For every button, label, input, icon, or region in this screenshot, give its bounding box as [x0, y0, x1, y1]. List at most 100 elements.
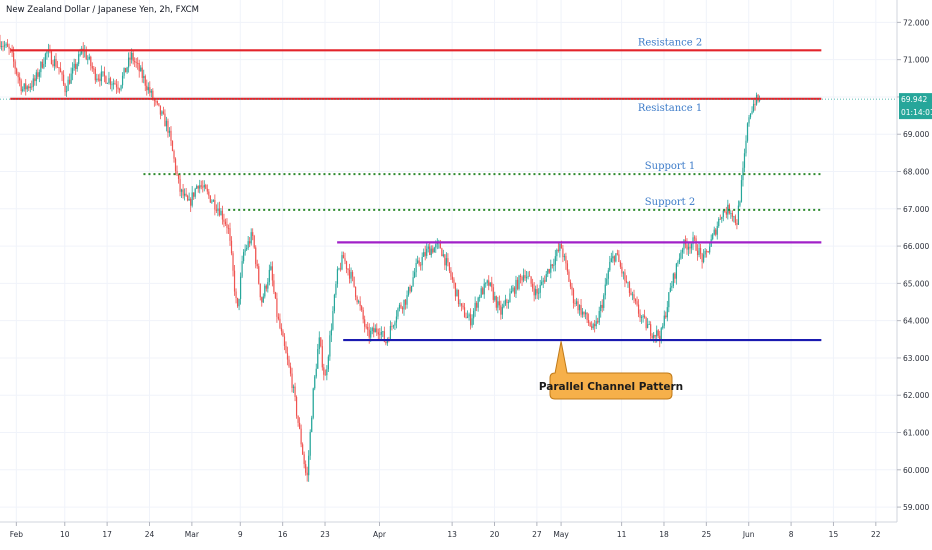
- candle-body: [351, 272, 354, 277]
- candle-body: [627, 282, 629, 284]
- price-axis[interactable]: 59.000 60.000 61.000 62.000 63.000 64.000 65.0…: [897, 18, 929, 512]
- candle-body: [397, 308, 399, 317]
- candle-body: [132, 52, 134, 62]
- candle-body: [323, 367, 325, 375]
- candle-body: [742, 167, 744, 181]
- candle-body: [716, 226, 718, 235]
- candle-body: [268, 269, 270, 283]
- candle-body: [739, 201, 741, 206]
- price-tick-label: 72.000: [903, 18, 929, 27]
- candle-body: [38, 72, 40, 77]
- candle-body: [99, 78, 101, 82]
- candle-body: [53, 59, 56, 66]
- candle-body: [362, 309, 364, 320]
- candle-body: [221, 210, 224, 220]
- candle-body: [326, 369, 328, 376]
- candle-body: [666, 307, 668, 318]
- candle-body: [482, 288, 484, 295]
- candle-body: [32, 78, 34, 87]
- candle-body: [114, 83, 116, 85]
- candle-body: [131, 52, 133, 60]
- candle-body: [124, 67, 127, 73]
- candle-body: [13, 52, 15, 62]
- candle-body: [457, 289, 460, 304]
- candle-body: [23, 83, 25, 90]
- candle-body: [473, 310, 475, 319]
- candle-body: [358, 301, 360, 303]
- candle-body: [311, 417, 313, 433]
- candle-body: [683, 239, 685, 250]
- candle-body: [31, 86, 33, 88]
- candle-body: [693, 237, 696, 239]
- candle-body: [100, 71, 102, 82]
- candle-body: [631, 294, 634, 296]
- candle-body: [214, 200, 216, 210]
- candle-body: [238, 298, 240, 307]
- candle-body: [135, 62, 137, 63]
- candle-body: [559, 244, 561, 251]
- candle-body: [401, 307, 404, 310]
- time-tick-label: Jun: [742, 530, 755, 539]
- candle-body: [62, 74, 65, 85]
- candle-body: [465, 317, 467, 318]
- candle-body: [544, 280, 546, 282]
- candle-body: [19, 77, 21, 81]
- candle-body: [588, 319, 590, 324]
- candle-body: [361, 306, 363, 310]
- candle-body: [314, 376, 316, 389]
- candle-body: [606, 278, 608, 285]
- candle-body: [0, 46, 3, 47]
- candle-body: [90, 56, 92, 67]
- candle-body: [681, 249, 684, 253]
- candle-body: [633, 294, 635, 300]
- candle-body: [433, 247, 435, 253]
- candle-body: [44, 53, 46, 64]
- candle-body: [239, 276, 242, 299]
- chart-title: New Zealand Dollar / Japanese Yen, 2h, F…: [6, 5, 199, 15]
- candle-body: [267, 282, 269, 289]
- candle-body: [176, 170, 178, 175]
- time-tick-label: 8: [789, 530, 794, 539]
- candle-body: [20, 80, 22, 92]
- candle-body: [385, 341, 387, 344]
- candle-body: [583, 311, 585, 315]
- candle-body: [748, 117, 750, 124]
- candle-body: [143, 76, 145, 78]
- candle-body: [507, 302, 510, 303]
- candle-body: [161, 111, 163, 115]
- price-tick-label: 64.000: [903, 317, 929, 326]
- candle-body: [642, 315, 644, 318]
- callout-text: Parallel Channel Pattern: [539, 381, 683, 393]
- candle-body: [601, 304, 603, 308]
- candle-body: [50, 51, 53, 65]
- candle-body: [279, 318, 281, 328]
- candle-body: [273, 280, 275, 293]
- candle-body: [462, 305, 464, 308]
- time-axis[interactable]: Feb 10 17 24 Mar 9 16 23 Apr 13 20 27 May 11 18 25 Jun 8 1…: [10, 522, 881, 539]
- candle-body: [615, 253, 617, 262]
- candle-body: [146, 85, 148, 91]
- candle-body: [264, 285, 266, 297]
- candle-body: [609, 261, 611, 271]
- current-price-tag: 69.942 01:14:01: [899, 93, 932, 120]
- level-label: Support 1: [645, 161, 695, 172]
- candle-body: [40, 61, 42, 73]
- candle-body: [745, 140, 747, 154]
- candle-body: [406, 295, 408, 305]
- candle-body: [625, 280, 628, 283]
- candle-body: [106, 83, 109, 84]
- candle-body: [451, 276, 454, 280]
- candle-body: [521, 277, 523, 281]
- candle-body: [336, 269, 339, 285]
- candle-body: [689, 246, 691, 249]
- candle-body: [698, 247, 700, 256]
- candle-body: [525, 277, 528, 279]
- candle-body: [400, 304, 402, 308]
- candle-body: [302, 444, 304, 455]
- candle-body: [332, 311, 334, 330]
- candle-body: [586, 312, 588, 320]
- candle-body: [117, 87, 119, 90]
- candle-body: [371, 327, 373, 331]
- candle-body: [453, 279, 455, 283]
